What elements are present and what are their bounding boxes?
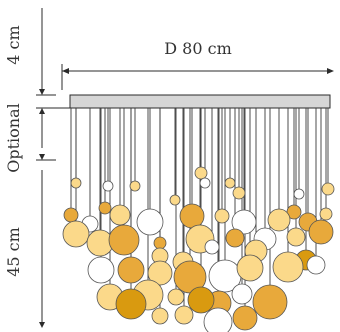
glass-ball [319, 207, 333, 221]
glass-ball [232, 186, 246, 200]
glass-ball [117, 256, 145, 284]
canopy-plate [69, 94, 331, 109]
glass-ball [115, 288, 147, 320]
glass-ball [293, 188, 305, 200]
glass-ball [231, 283, 253, 305]
glass-ball [153, 236, 167, 250]
glass-ball [109, 204, 131, 226]
glass-ball [151, 307, 169, 325]
glass-ball [231, 209, 257, 235]
dimension-lines [36, 8, 334, 328]
glass-ball [286, 227, 306, 247]
glass-ball [204, 239, 220, 255]
glass-ball [267, 208, 291, 232]
arrow-right-diameter [327, 68, 334, 74]
glass-ball [187, 286, 215, 314]
diameter-label: D 80 cm [164, 39, 232, 58]
glass-ball [252, 284, 288, 320]
glass-ball [308, 219, 334, 245]
glass-ball [321, 182, 335, 196]
arrow-up-optional [39, 154, 45, 160]
glass-ball [147, 260, 173, 286]
glass-ball [167, 288, 185, 306]
arrow-down-bottom [39, 322, 45, 328]
glass-ball [129, 180, 141, 192]
glass-ball [174, 305, 194, 325]
arrow-up-top [39, 89, 45, 95]
glass-ball [63, 207, 79, 223]
glass-balls [62, 166, 335, 332]
glass-ball [225, 228, 245, 248]
glass-ball [70, 177, 82, 189]
glass-ball [98, 201, 112, 215]
glass-ball [87, 256, 115, 284]
arrow-down-optional [39, 108, 45, 114]
optional-label: Optional [4, 103, 23, 173]
glass-ball [224, 177, 236, 189]
glass-ball [236, 254, 264, 282]
glass-ball [232, 305, 258, 331]
glass-ball [272, 251, 304, 283]
glass-ball [199, 177, 211, 189]
glass-ball [179, 203, 205, 229]
glass-ball [194, 166, 208, 180]
glass-ball [214, 208, 230, 224]
drop-height-label: 45 cm [4, 227, 23, 277]
glass-ball [62, 220, 90, 248]
glass-ball [102, 180, 114, 192]
top-height-label: 4 cm [4, 25, 23, 64]
glass-ball [306, 255, 326, 275]
glass-ball [169, 194, 181, 206]
glass-ball [136, 208, 164, 236]
glass-ball [203, 307, 233, 332]
glass-ball [108, 224, 140, 256]
arrow-left-diameter [62, 68, 69, 74]
